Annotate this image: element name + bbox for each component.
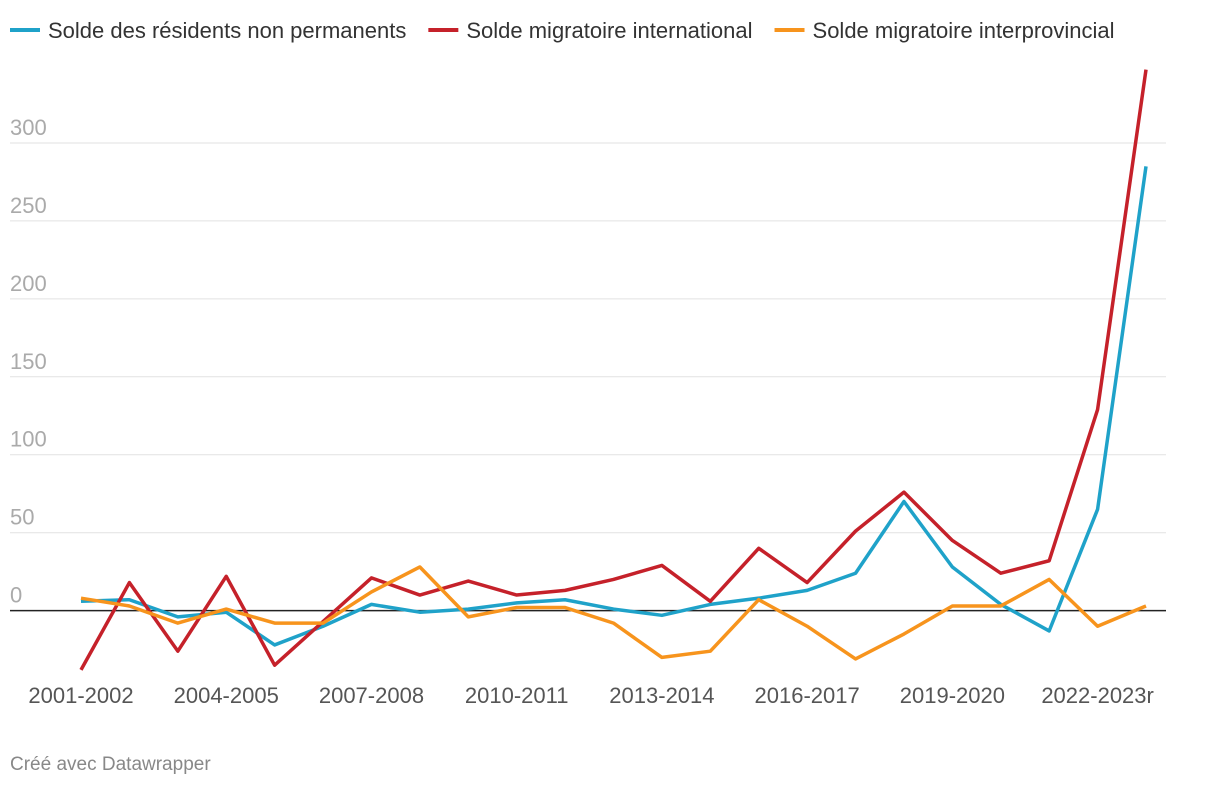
y-tick-label: 0 [10,583,22,608]
footer: Créé avec Datawrapper [10,754,211,775]
x-tick-label: 2019-2020 [900,683,1005,708]
y-tick-label: 50 [10,505,34,530]
legend-label: Solde migratoire international [466,18,752,43]
y-tick-label: 300 [10,115,47,140]
x-tick-label: 2016-2017 [755,683,860,708]
x-tick-label: 2022-2023r [1041,683,1154,708]
x-tick-label: 2013-2014 [609,683,714,708]
x-tick-label: 2001-2002 [28,683,133,708]
series-line [80,565,1147,661]
series-line [80,166,1148,647]
y-tick-label: 250 [10,193,47,218]
legend-label: Solde des résidents non permanents [48,18,406,43]
y-tick-label: 200 [10,271,47,296]
y-tick-label: 150 [10,349,47,374]
legend-label: Solde migratoire interprovincial [813,18,1115,43]
x-tick-label: 2010-2011 [465,683,569,708]
y-tick-label: 100 [10,427,47,452]
x-tick-label: 2007-2008 [319,683,424,708]
x-tick-label: 2004-2005 [174,683,279,708]
series-line [79,69,1148,671]
